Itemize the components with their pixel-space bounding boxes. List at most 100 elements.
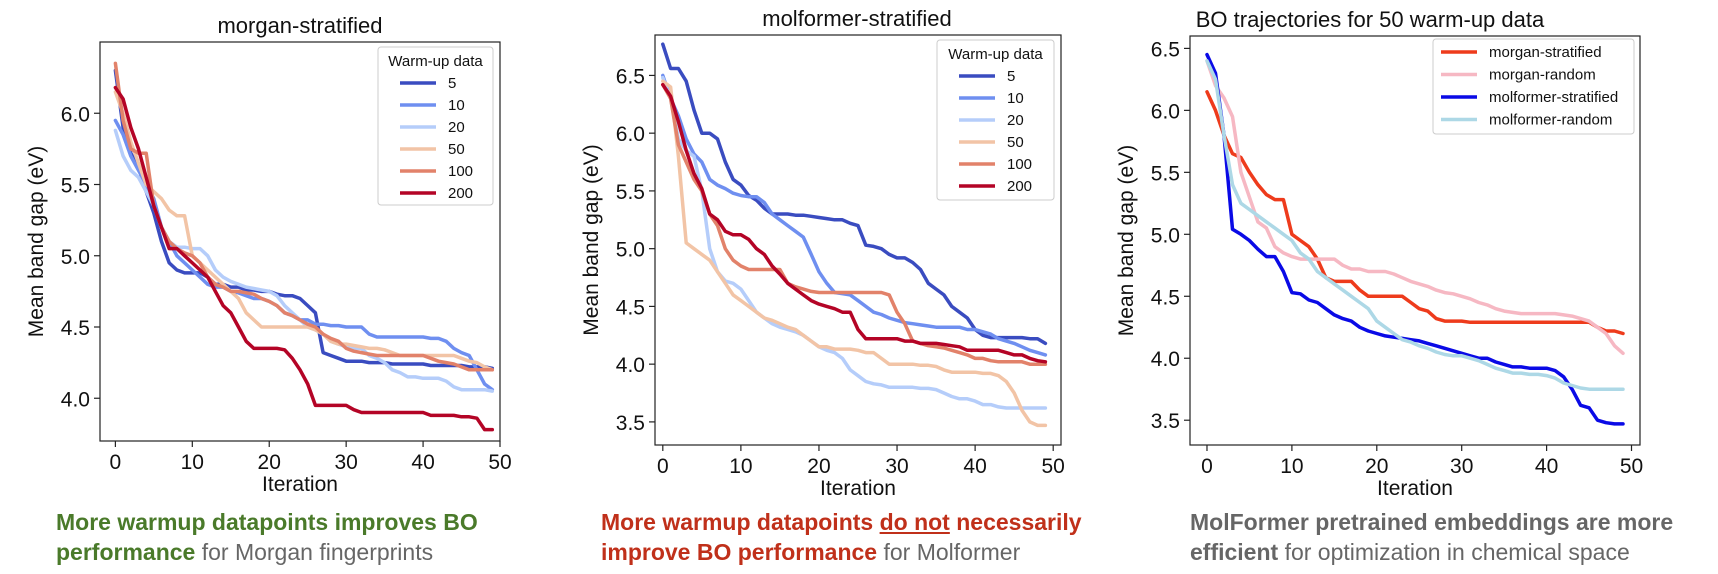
caption-comparison-bold-line2: efficient (1190, 539, 1279, 565)
plot-frame (654, 34, 1062, 446)
chart-panel-3: 0 10 20 30 40 50 3.5 4.0 4.5 5.0 5.5 6.0 6.5 BO traje… (1115, 7, 1643, 500)
x-tick-label: 40 (963, 455, 986, 478)
legend-box (1432, 38, 1635, 135)
legend-title: Warm-up data (388, 53, 483, 70)
caption-morgan: More warmup datapoints improves BO perfo… (56, 507, 478, 567)
x-tick-label: 10 (729, 455, 752, 478)
series-line-1 (1205, 90, 1625, 336)
chart-legend: morgan-stratified morgan-random molformer-… (1432, 38, 1635, 135)
chart-panel-1: 0 10 20 30 40 50 4.0 4.5 5.0 5.5 6.0 morgan-stratif… (25, 13, 512, 496)
series-line-1 (113, 68, 495, 371)
legend-label-4: 50 (448, 141, 465, 158)
legend-label-2: 10 (448, 97, 465, 114)
y-tick-label: 3.5 (1151, 410, 1180, 433)
caption-molformer-plain: for Molformer (877, 539, 1021, 565)
chart-title: BO trajectories for 50 warm-up data (1196, 7, 1545, 32)
plot-frame (1189, 35, 1641, 446)
legend-label-6: 200 (448, 185, 473, 202)
series-line-1 (661, 42, 1048, 346)
caption-morgan-plain: for Morgan fingerprints (195, 539, 434, 565)
x-tick-label: 20 (258, 451, 281, 474)
series-line-6 (661, 82, 1048, 364)
y-tick-label: 4.5 (1151, 286, 1180, 309)
x-tick-label: 50 (1620, 455, 1643, 478)
chart-legend: Warm-up data 5 10 20 50 100 200 (377, 46, 494, 206)
x-tick-label: 10 (1280, 455, 1303, 478)
y-tick-label: 6.5 (1151, 38, 1180, 61)
caption-comparison: MolFormer pretrained embeddings are more… (1190, 507, 1673, 567)
caption-morgan-bold-line2: performance (56, 539, 196, 565)
y-tick-label: 6.5 (616, 65, 645, 88)
series-line-4 (1205, 59, 1625, 391)
legend-label-1: morgan-stratified (1489, 44, 1602, 61)
legend-label-3: 20 (1007, 112, 1024, 129)
y-tick-label: 5.0 (1151, 224, 1180, 247)
y-tick-label: 6.0 (616, 123, 645, 146)
series-line-4 (113, 90, 495, 372)
x-tick-label: 40 (411, 451, 434, 474)
x-tick-label: 40 (1535, 455, 1558, 478)
y-tick-label: 5.5 (616, 181, 645, 204)
y-tick-label: 3.5 (616, 412, 645, 435)
y-tick-label: 4.0 (1151, 348, 1180, 371)
series-line-2 (113, 118, 495, 392)
x-tick-label: 20 (807, 455, 830, 478)
legend-label-5: 100 (448, 163, 473, 180)
legend-label-4: 50 (1007, 134, 1024, 151)
y-tick-label: 5.5 (1151, 162, 1180, 185)
series-line-2 (661, 73, 1048, 357)
y-tick-label: 6.0 (61, 103, 90, 126)
chart-title: morgan-stratified (217, 13, 382, 38)
y-axis-label: Mean band gap (eV) (25, 146, 48, 337)
legend-title: Warm-up data (948, 46, 1043, 63)
legend-label-3: molformer-stratified (1489, 89, 1618, 106)
x-axis-label: Iteration (262, 473, 338, 496)
x-tick-label: 20 (1365, 455, 1388, 478)
y-axis-label: Mean band gap (eV) (580, 144, 603, 335)
y-tick-label: 4.5 (616, 296, 645, 319)
legend-label-2: morgan-random (1489, 67, 1596, 84)
legend-label-3: 20 (448, 119, 465, 136)
x-tick-label: 50 (1042, 455, 1065, 478)
x-tick-label: 30 (885, 455, 908, 478)
plot-frame (99, 41, 501, 442)
chart-series-group (1205, 52, 1625, 426)
x-tick-label: 0 (110, 451, 122, 474)
x-axis-label: Iteration (820, 477, 896, 500)
y-tick-label: 5.0 (61, 246, 90, 269)
legend-label-6: 200 (1007, 178, 1032, 195)
legend-label-4: molformer-random (1489, 112, 1612, 129)
x-tick-label: 30 (334, 451, 357, 474)
caption-comparison-plain: for optimization in chemical space (1278, 539, 1630, 565)
x-tick-label: 50 (488, 451, 511, 474)
series-line-6 (113, 85, 495, 432)
caption-molformer-underline: do not (879, 509, 950, 535)
caption-morgan-bold-line1: More warmup datapoints improves BO (56, 509, 478, 535)
x-tick-label: 0 (657, 455, 669, 478)
chart-series-group (661, 42, 1048, 428)
series-line-4 (661, 79, 1048, 428)
series-line-3 (1205, 52, 1625, 426)
chart-title: molformer-stratified (762, 6, 951, 31)
x-tick-label: 10 (181, 451, 204, 474)
caption-molformer-bold-line1: More warmup datapoints (601, 509, 880, 535)
series-line-3 (661, 75, 1048, 410)
y-tick-label: 4.0 (61, 388, 90, 411)
chart-panel-2: 0 10 20 30 40 50 3.5 4.0 4.5 5.0 5.5 6.0 6.5 molforme… (580, 6, 1065, 500)
legend-box (936, 39, 1055, 201)
y-tick-label: 4.0 (616, 354, 645, 377)
legend-label-2: 10 (1007, 90, 1024, 107)
y-tick-label: 5.0 (616, 239, 645, 262)
caption-molformer-bold-after: necessarily (949, 509, 1082, 535)
series-line-5 (661, 82, 1048, 366)
y-axis-label: Mean band gap (eV) (1115, 145, 1138, 336)
y-tick-label: 4.5 (61, 317, 90, 340)
caption-molformer: More warmup datapoints do not necessaril… (601, 507, 1082, 567)
chart-series-group (113, 61, 495, 432)
x-tick-label: 30 (1450, 455, 1473, 478)
legend-label-1: 5 (448, 75, 456, 92)
y-tick-label: 5.5 (61, 175, 90, 198)
x-tick-label: 0 (1201, 455, 1213, 478)
y-tick-label: 6.0 (1151, 100, 1180, 123)
x-axis-label: Iteration (1377, 477, 1453, 500)
